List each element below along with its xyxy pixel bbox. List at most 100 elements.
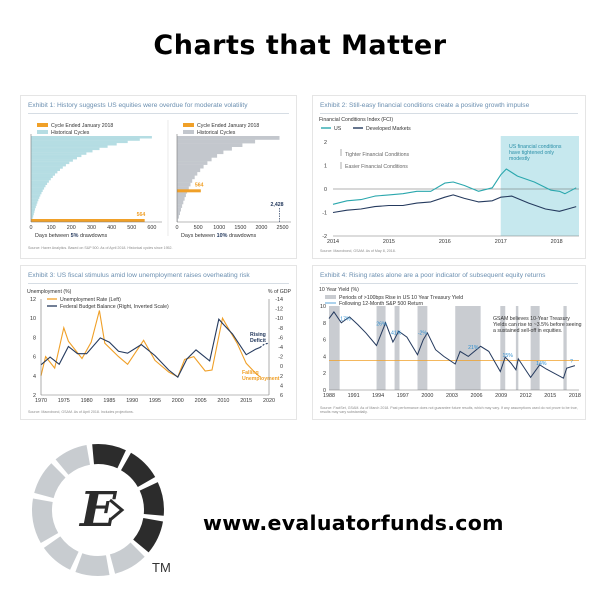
x-tick: 1990 [126, 398, 138, 404]
left-x-label-part: 5% [71, 233, 79, 239]
right-historical-cycle-bar [177, 136, 280, 140]
exhibit-1-panel: Exhibit 1: History suggests US equities … [20, 95, 297, 259]
easier-label: Easier Financial Conditions [345, 164, 408, 170]
y-tick: 1 [324, 164, 327, 170]
right-legend-historical: Historical Cycles [197, 130, 236, 136]
logo-letter: E [78, 482, 118, 538]
exhibit-4-title: Exhibit 4: Rising rates alone are a poor… [320, 272, 546, 279]
x-tick: 1970 [35, 398, 47, 404]
left-historical-cycle-bar [31, 170, 58, 174]
legend-returns: Following 12-Month S&P 500 Return [339, 301, 423, 307]
left-historical-cycle-bar [31, 166, 63, 169]
y-tick: -1 [322, 211, 327, 217]
x-tick: 2012 [520, 393, 532, 399]
rising-period-band [515, 306, 519, 390]
left-historical-cycle-bar [31, 212, 34, 216]
left-historical-cycle-bar [31, 145, 108, 148]
budget-balance-line [40, 318, 261, 379]
logo-ring-segment [121, 452, 156, 487]
us-tightened-note-line: modestly [509, 156, 530, 162]
right-historical-cycle-bar [177, 186, 189, 190]
y-tick: -2 [322, 234, 327, 240]
left-historical-cycle-bar [31, 208, 35, 211]
right-historical-cycle-bar [177, 175, 195, 180]
left-historical-cycle-bar [31, 136, 152, 139]
return-label: 14% [536, 361, 547, 367]
left-historical-cycle-bar [31, 138, 140, 141]
left-x-tick: 100 [47, 225, 56, 231]
logo-ring-segment [43, 536, 79, 570]
exhibit-2-panel: Exhibit 2: Still-easy financial conditio… [312, 95, 586, 259]
left-legend-historical: Historical Cycles [51, 130, 90, 136]
us-fci-line [332, 168, 577, 205]
x-tick: 2003 [446, 393, 458, 399]
return-label: -2% [418, 331, 428, 337]
left-historical-cycle-bar [31, 184, 46, 188]
left-historical-cycle-bar [31, 203, 37, 206]
left-historical-cycle-bar [31, 175, 53, 178]
y-tick: 10 [320, 304, 326, 310]
left-historical-cycle-bar [31, 205, 36, 209]
exhibit-1-title: Exhibit 1: History suggests US equities … [28, 102, 248, 109]
right-historical-cycle-bar [177, 214, 179, 219]
left-x-label-part: Days between [35, 233, 71, 239]
x-tick: 1988 [323, 393, 335, 399]
right-current-label: 564 [195, 182, 204, 188]
us-tightened-note-line: US financial conditions [509, 144, 562, 150]
logo-ring-segment [109, 542, 145, 574]
right-historical-cycle-bar [177, 143, 243, 147]
left-x-tick: 200 [67, 225, 76, 231]
x-tick: 2020 [263, 398, 275, 404]
exhibit-3-panel: Exhibit 3: US fiscal stimulus amid low u… [20, 265, 297, 420]
y-tick-left: 10 [30, 316, 36, 322]
rising-period-band [376, 306, 386, 390]
left-x-tick: 400 [107, 225, 116, 231]
x-tick: 2015 [383, 239, 395, 245]
exhibit-4-panel: Exhibit 4: Rising rates alone are a poor… [312, 265, 586, 420]
left-x-label: Days between 5% drawdowns [35, 233, 108, 239]
exhibit-3-chart: Unemployment (%) % of GDP Unemployment Rat… [27, 289, 292, 404]
right-legend-swatch-current [183, 123, 194, 127]
right-x-label-part: 10% [217, 233, 228, 239]
x-tick: 2017 [495, 239, 507, 245]
left-historical-cycle-bar [31, 173, 55, 176]
return-label: 15% [502, 353, 513, 359]
left-historical-cycle-bar [31, 180, 49, 183]
left-historical-cycle-bar [31, 194, 41, 197]
left-legend-current: Cycle Ended January 2018 [51, 123, 113, 129]
gsam-note-line: Yields can rise to ~3.5% before seeing [493, 322, 582, 328]
right-legend-swatch-historical [183, 130, 194, 134]
y-tick-right: 4 [280, 383, 283, 389]
left-x-tick: 300 [87, 225, 96, 231]
left-historical-cycle-bar [31, 163, 66, 167]
logo-ring-segment [92, 444, 126, 469]
right-historical-cycle-bar [177, 204, 183, 208]
right-historical-cycle-bar [177, 171, 198, 176]
gsam-note-line: a sustained sell-off in equities. [493, 328, 562, 334]
left-x-tick: 600 [147, 225, 156, 231]
left-historical-cycle-bar [31, 196, 40, 199]
x-tick: 1995 [149, 398, 161, 404]
x-tick: 2000 [172, 398, 184, 404]
left-historical-cycle-bar [31, 168, 60, 171]
right-x-label-part: drawdowns [227, 233, 256, 239]
y-tick-right: -8 [278, 326, 283, 332]
y-tick: 4 [323, 354, 326, 360]
left-historical-cycle-bar [31, 159, 73, 162]
budget-balance-projection [259, 342, 270, 348]
left-historical-cycle-bar [31, 217, 33, 220]
y-tick: 6 [323, 338, 326, 344]
evaluator-logo-icon: E [31, 444, 164, 577]
x-tick: 2016 [439, 239, 451, 245]
x-tick: 2018 [551, 239, 563, 245]
rising-deficit-line: Deficit [250, 338, 266, 344]
x-tick: 2005 [195, 398, 207, 404]
x-tick: 2018 [569, 393, 581, 399]
x-tick: 2015 [240, 398, 252, 404]
rising-deficit-line: Rising [250, 332, 266, 338]
ylabel-left: Unemployment (%) [27, 289, 72, 295]
y-tick: 2 [323, 371, 326, 377]
return-label: 21% [468, 345, 479, 351]
y-tick-right: -12 [275, 307, 283, 313]
left-historical-cycle-bar [31, 182, 48, 185]
